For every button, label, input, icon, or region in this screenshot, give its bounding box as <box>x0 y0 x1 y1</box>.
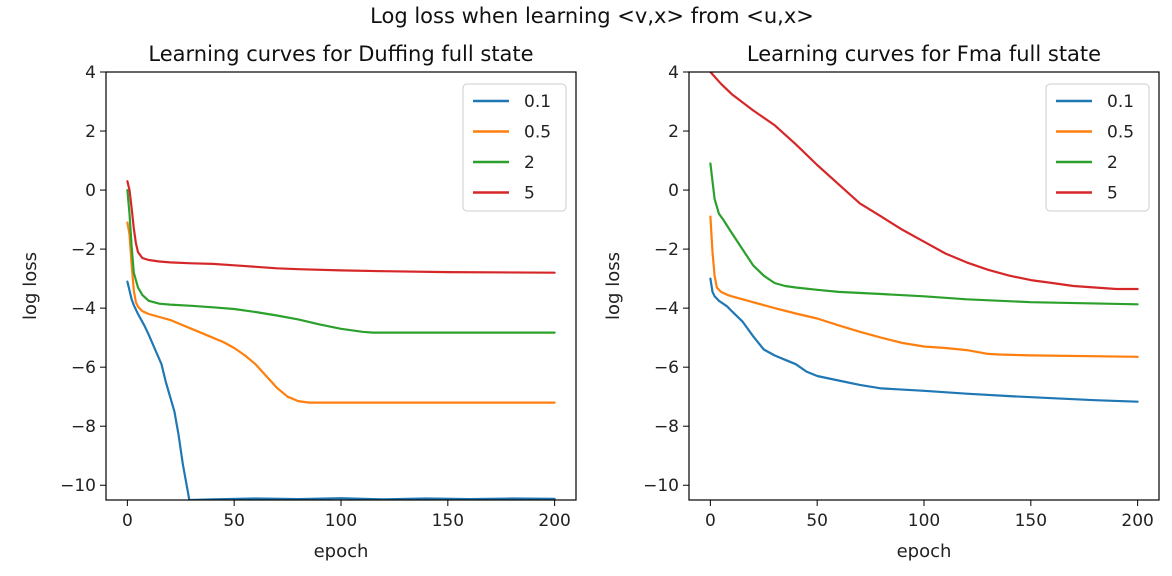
duffing-legend-label-0p5: 0.5 <box>524 123 551 143</box>
fma-xtick-label: 150 <box>1015 511 1047 531</box>
fma-xtick-label: 200 <box>1121 511 1153 531</box>
figure-suptitle: Log loss when learning <v,x> from <u,x> <box>370 4 814 28</box>
duffing-ytick-label: −2 <box>71 240 96 260</box>
duffing-ytick-label: 4 <box>85 63 96 83</box>
fma-yaxis-title: log loss <box>603 252 624 320</box>
duffing-series-line-0p5 <box>126 221 556 404</box>
duffing-chart-title: Learning curves for Duffing full state <box>148 42 533 66</box>
duffing-legend-label-5: 5 <box>524 184 535 204</box>
fma-series-line-5 <box>709 72 1139 291</box>
duffing-ytick-label: −8 <box>71 417 96 437</box>
chart-fma: 0 50 100 150 200 4 2 0 −2 −4 −6 −8 −10 epoch log loss L… <box>603 42 1160 562</box>
duffing-yaxis-title: log loss <box>20 252 41 320</box>
duffing-xtick-label: 0 <box>122 511 133 531</box>
duffing-series-line-0p1 <box>126 280 556 500</box>
fma-ytick-label: 4 <box>668 63 679 83</box>
duffing-ytick-label: 0 <box>85 181 96 201</box>
duffing-xtick-label: 150 <box>432 511 464 531</box>
duffing-legend: 0.1 0.5 2 5 <box>462 83 567 212</box>
duffing-ytick-label: −10 <box>60 476 96 496</box>
fma-series-group <box>709 72 1139 403</box>
duffing-ytick-label: −6 <box>71 358 96 378</box>
fma-ytick-label: −8 <box>654 417 679 437</box>
duffing-ytick-label: −4 <box>71 299 96 319</box>
fma-ytick-label: 2 <box>668 122 679 142</box>
fma-ytick-label: −6 <box>654 358 679 378</box>
fma-xtick-label: 100 <box>908 511 940 531</box>
fma-xaxis-title: epoch <box>897 541 952 562</box>
fma-ytick-label: −2 <box>654 240 679 260</box>
fma-series-line-0p1 <box>709 277 1139 403</box>
duffing-ytick-label: 2 <box>85 122 96 142</box>
duffing-legend-label-0p1: 0.1 <box>524 92 551 112</box>
fma-legend-label-0p5: 0.5 <box>1107 123 1134 143</box>
fma-legend-box <box>1045 83 1150 212</box>
fma-series-line-0p5 <box>709 215 1139 358</box>
fma-xtick-label: 0 <box>705 511 716 531</box>
duffing-series-group <box>126 180 556 500</box>
fma-legend-label-5: 5 <box>1107 184 1118 204</box>
fma-ytick-label: 0 <box>668 181 679 201</box>
duffing-xtick-label: 100 <box>325 511 357 531</box>
duffing-series-line-2 <box>126 189 556 334</box>
fma-series-line-2 <box>709 162 1139 306</box>
chart-duffing: 0 50 100 150 200 4 2 0 −2 −4 −6 −8 −10 epoch log loss L… <box>20 42 577 562</box>
duffing-legend-box <box>462 83 567 212</box>
fma-legend: 0.1 0.5 2 5 <box>1045 83 1150 212</box>
fma-ytick-label: −10 <box>643 476 679 496</box>
duffing-legend-label-2: 2 <box>524 153 535 173</box>
fma-ytick-label: −4 <box>654 299 679 319</box>
fma-legend-label-2: 2 <box>1107 153 1118 173</box>
duffing-xtick-label: 200 <box>538 511 570 531</box>
duffing-series-line-5 <box>126 180 556 274</box>
fma-xtick-label: 50 <box>806 511 828 531</box>
fma-legend-label-0p1: 0.1 <box>1107 92 1134 112</box>
fma-chart-title: Learning curves for Fma full state <box>747 42 1101 66</box>
duffing-xtick-label: 50 <box>223 511 245 531</box>
duffing-xaxis-title: epoch <box>314 541 369 562</box>
